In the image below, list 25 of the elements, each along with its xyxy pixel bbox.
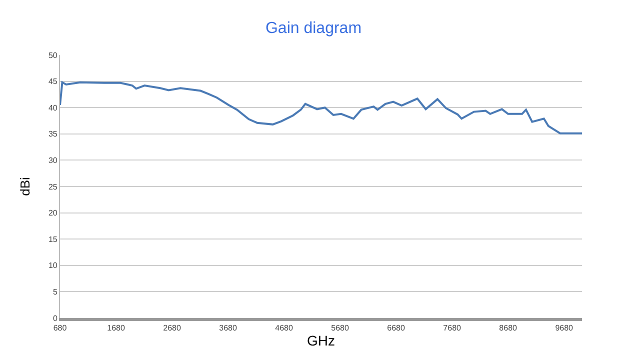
x-tick-label: 6680: [387, 324, 406, 333]
y-tick-label: 5: [52, 288, 58, 296]
y-tick-label: 15: [48, 234, 58, 244]
chart-title: Gain diagram: [265, 20, 362, 37]
y-tick-label: 50: [48, 50, 58, 60]
y-tick-label: 0: [52, 314, 58, 323]
x-axis-title: GHz: [307, 332, 335, 349]
x-tick-label: 2680: [163, 324, 182, 333]
y-tick-label: 40: [48, 103, 58, 112]
x-tick-label: 8680: [499, 324, 518, 333]
y-tick-label: 35: [48, 130, 58, 139]
x-tick-label: 9680: [555, 324, 574, 333]
y-tick-label: 10: [48, 261, 58, 270]
x-tick-label: 3680: [219, 324, 238, 333]
y-tick-label: 45: [48, 77, 58, 86]
x-tick-label: 4680: [275, 324, 294, 333]
x-tick-label: 5680: [331, 324, 350, 333]
x-tick-label: 7680: [443, 324, 462, 333]
line-series: [60, 81, 582, 134]
y-axis-title: dBi: [17, 177, 32, 196]
y-tick-label: 20: [48, 208, 58, 218]
x-tick-label: 680: [53, 324, 68, 333]
y-tick-label: 30: [48, 156, 58, 165]
y-tick-label: 25: [48, 182, 58, 192]
x-tick-label: 1680: [107, 324, 126, 333]
